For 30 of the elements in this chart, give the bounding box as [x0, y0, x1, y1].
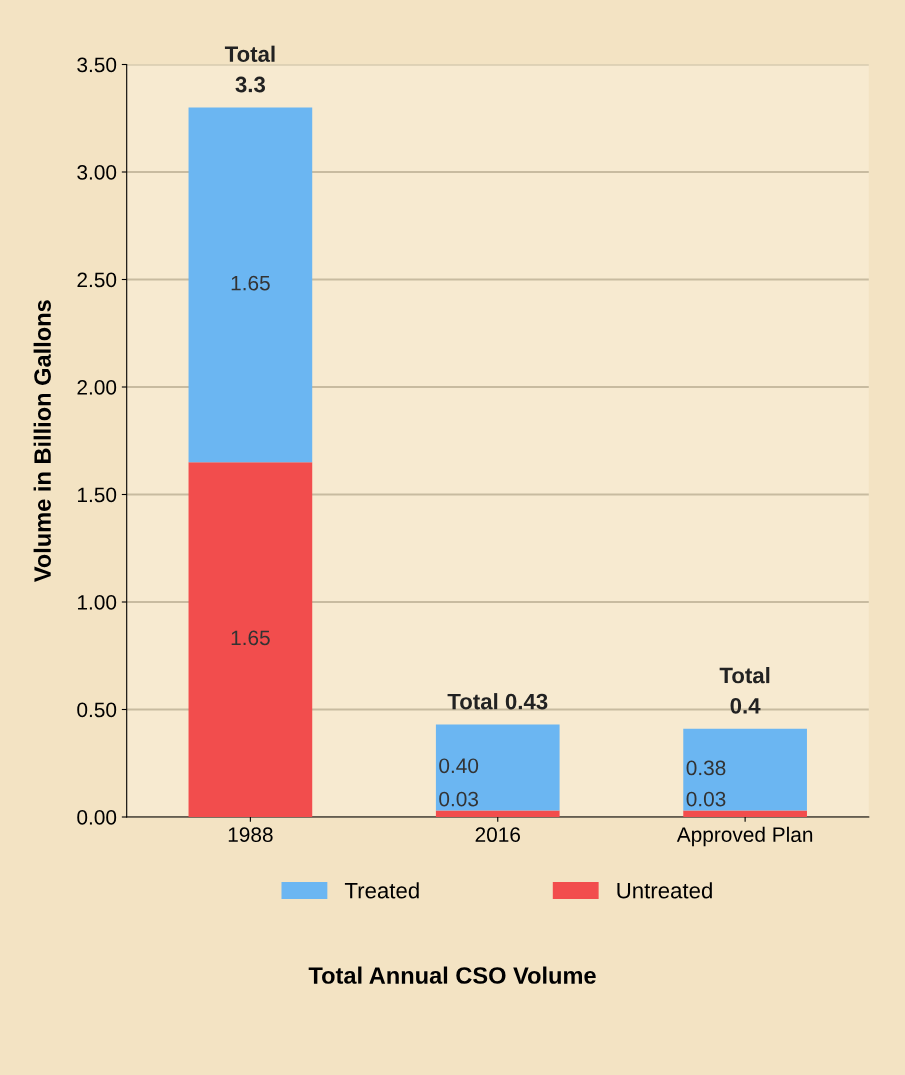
text: Total Annual CSO Volume	[308, 966, 596, 984]
total-label: Total 3.3	[224, 45, 275, 93]
x-tick-label: Approved Plan	[676, 826, 813, 847]
x-tick-label: 2016	[475, 827, 521, 843]
data-label: 0.38	[686, 760, 726, 776]
y-tick-label: 3.00	[77, 165, 117, 180]
bar	[188, 107, 313, 463]
total-label: Total 0.4	[719, 667, 770, 714]
bar	[683, 810, 807, 817]
y-tick-label: 0.50	[77, 702, 117, 718]
y-axis-title: Volume in Billion Gallons	[33, 300, 51, 583]
data-label: 0.40	[439, 758, 479, 774]
y-tick-label: 1.50	[78, 487, 117, 503]
data-label: 0.03	[439, 791, 479, 807]
y-tick-label: 3.50	[77, 57, 117, 73]
data-label: 1.65	[231, 630, 270, 646]
y-tick-label: 2.00	[77, 380, 117, 395]
y-tick-label: 0.00	[77, 810, 117, 825]
bar	[683, 728, 807, 811]
legend-label: Untreated	[617, 882, 712, 899]
data-label: 0.03	[686, 791, 726, 807]
bar	[188, 462, 313, 817]
legend-label: Treated	[344, 882, 419, 899]
data-label: 1.65	[231, 275, 270, 291]
y-tick-label: 2.50	[77, 272, 117, 288]
y-tick-label: 1.00	[78, 595, 117, 610]
bar	[435, 724, 560, 811]
x-tick-label: 1988	[228, 827, 273, 843]
bar	[435, 810, 560, 817]
total-label: Total 0.43	[447, 693, 548, 710]
